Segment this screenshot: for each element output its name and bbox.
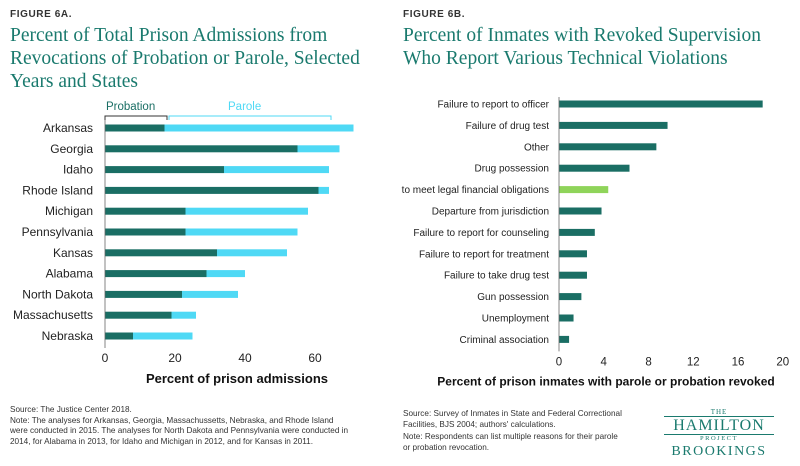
bar-parole bbox=[318, 186, 329, 194]
category-label: Rhode Island bbox=[22, 183, 93, 197]
bar-parole bbox=[164, 124, 354, 132]
category-label: Failure of drug test bbox=[466, 121, 550, 132]
source-line: Facilities, BJS 2004; authors' calculati… bbox=[403, 419, 556, 429]
bar-value bbox=[559, 143, 657, 151]
bar-probation bbox=[105, 228, 186, 236]
x-tick-label: 40 bbox=[238, 351, 252, 365]
bar-value bbox=[559, 228, 595, 236]
bar-probation bbox=[105, 290, 182, 298]
bar-probation bbox=[105, 311, 172, 319]
category-label: Failure to report to officer bbox=[437, 100, 549, 111]
bar-value bbox=[559, 100, 763, 108]
category-label: Failure to take drug test bbox=[444, 271, 549, 282]
bar-parole bbox=[182, 290, 238, 298]
note-line: Note: The analyses for Arkansas, Georgia… bbox=[10, 415, 334, 425]
x-tick-label: 16 bbox=[732, 356, 745, 368]
bar-value bbox=[559, 335, 570, 343]
bar-probation bbox=[105, 124, 165, 132]
bar-parole bbox=[217, 249, 287, 257]
category-label: Arkansas bbox=[43, 121, 93, 135]
bar-parole bbox=[185, 207, 308, 215]
category-label: Failure to meet legal financial obligati… bbox=[400, 185, 549, 196]
category-label: Failure to report for treatment bbox=[419, 249, 549, 260]
bar-probation bbox=[105, 249, 217, 257]
bar-probation bbox=[105, 145, 298, 153]
category-label: Unemployment bbox=[482, 314, 549, 325]
category-label: Massachusetts bbox=[13, 308, 93, 322]
category-label: Criminal association bbox=[460, 335, 549, 346]
x-tick-label: 60 bbox=[308, 351, 322, 365]
figure-6b-title-line: Who Report Various Technical Violations bbox=[403, 48, 728, 69]
category-label: Kansas bbox=[53, 246, 93, 260]
category-label: Gun possession bbox=[477, 292, 549, 303]
figure-6a-title-line: Percent of Total Prison Admissions from bbox=[10, 25, 328, 46]
bar-probation bbox=[105, 270, 207, 278]
figure-6a-title: Percent of Total Prison Admissions from … bbox=[10, 24, 390, 93]
logo-the: THE bbox=[710, 408, 728, 416]
x-tick-label: 0 bbox=[556, 356, 562, 368]
bar-value bbox=[559, 314, 574, 322]
figure-6b-title: Percent of Inmates with Revoked Supervis… bbox=[403, 24, 793, 70]
category-label: Drug possession bbox=[475, 164, 549, 175]
note-line: 2014, for Alabama in 2013, for Idaho and… bbox=[10, 436, 313, 446]
figure-6b-notes: Source: Survey of Inmates in State and F… bbox=[403, 409, 668, 453]
figure-6a-chart: Probation Parole Arkansas Georgia Idaho Rhode… bbox=[13, 101, 354, 386]
category-label: Other bbox=[524, 142, 550, 153]
figure-6a-notes: Source: The Justice Center 2018. Note: T… bbox=[10, 405, 400, 447]
category-label: Georgia bbox=[50, 142, 93, 156]
category-label: Pennsylvania bbox=[22, 225, 94, 239]
x-axis-title: Percent of prison inmates with parole or… bbox=[437, 374, 774, 388]
x-tick-label: 8 bbox=[645, 356, 651, 368]
bar-value bbox=[559, 121, 668, 129]
bar-parole bbox=[185, 228, 298, 236]
bar-parole bbox=[171, 311, 196, 319]
hamilton-brookings-logo: THE HAMILTON PROJECT BROOKINGS bbox=[660, 408, 778, 460]
category-label: Michigan bbox=[45, 204, 93, 218]
figure-6a-label: FIGURE 6A. bbox=[10, 9, 73, 20]
bar-probation bbox=[105, 332, 133, 340]
figure-6b-title-line: Percent of Inmates with Revoked Supervis… bbox=[403, 25, 761, 46]
x-tick-label: 12 bbox=[687, 356, 700, 368]
note-line: Note: Respondents can list multiple reas… bbox=[403, 432, 618, 442]
logo-brookings: BROOKINGS bbox=[671, 444, 767, 459]
logo-project: PROJECT bbox=[700, 435, 738, 442]
bar-value bbox=[559, 250, 587, 258]
bar-value bbox=[559, 271, 587, 279]
legend-probation-bracket bbox=[104, 115, 168, 120]
x-tick-label: 0 bbox=[102, 351, 109, 365]
bar-value bbox=[559, 164, 630, 172]
category-label: Idaho bbox=[63, 163, 93, 177]
bar-parole bbox=[133, 332, 193, 340]
bar-parole bbox=[297, 145, 340, 153]
bar-value bbox=[559, 293, 582, 301]
figure-6a-title-line: Revocations of Probation or Parole, Sele… bbox=[10, 48, 360, 69]
legend-parole: Parole bbox=[228, 101, 261, 113]
bar-value bbox=[559, 186, 609, 194]
bar-probation bbox=[105, 166, 224, 174]
category-label: Nebraska bbox=[42, 329, 94, 343]
x-tick-label: 20 bbox=[168, 351, 182, 365]
category-label: Departure from jurisdiction bbox=[432, 207, 549, 218]
x-tick-label: 4 bbox=[601, 356, 608, 368]
bar-value bbox=[559, 207, 602, 215]
bar-probation bbox=[105, 186, 319, 194]
note-line: were conducted in 2015. The analyses for… bbox=[10, 426, 349, 436]
legend-parole-bracket bbox=[168, 115, 332, 120]
category-label: North Dakota bbox=[22, 287, 93, 301]
bar-probation bbox=[105, 207, 186, 215]
source-line: Source: Survey of Inmates in State and F… bbox=[403, 409, 622, 418]
legend-probation: Probation bbox=[106, 101, 155, 113]
note-line: or probation revocation. bbox=[403, 442, 490, 452]
category-label: Failure to report for counseling bbox=[413, 228, 549, 239]
figure-6a-title-line: Years and States bbox=[10, 71, 139, 92]
figure-6b-label: FIGURE 6B. bbox=[403, 9, 466, 20]
logo-hamilton: HAMILTON bbox=[664, 416, 774, 435]
bar-parole bbox=[206, 270, 245, 278]
source-text: Source: The Justice Center 2018. bbox=[10, 405, 132, 414]
bar-parole bbox=[224, 166, 329, 174]
x-axis-title: Percent of prison admissions bbox=[146, 371, 328, 386]
figure-6b-chart: Failure to report to officer Failure of d… bbox=[400, 97, 789, 388]
x-tick-label: 20 bbox=[776, 356, 789, 368]
category-label: Alabama bbox=[46, 267, 94, 281]
